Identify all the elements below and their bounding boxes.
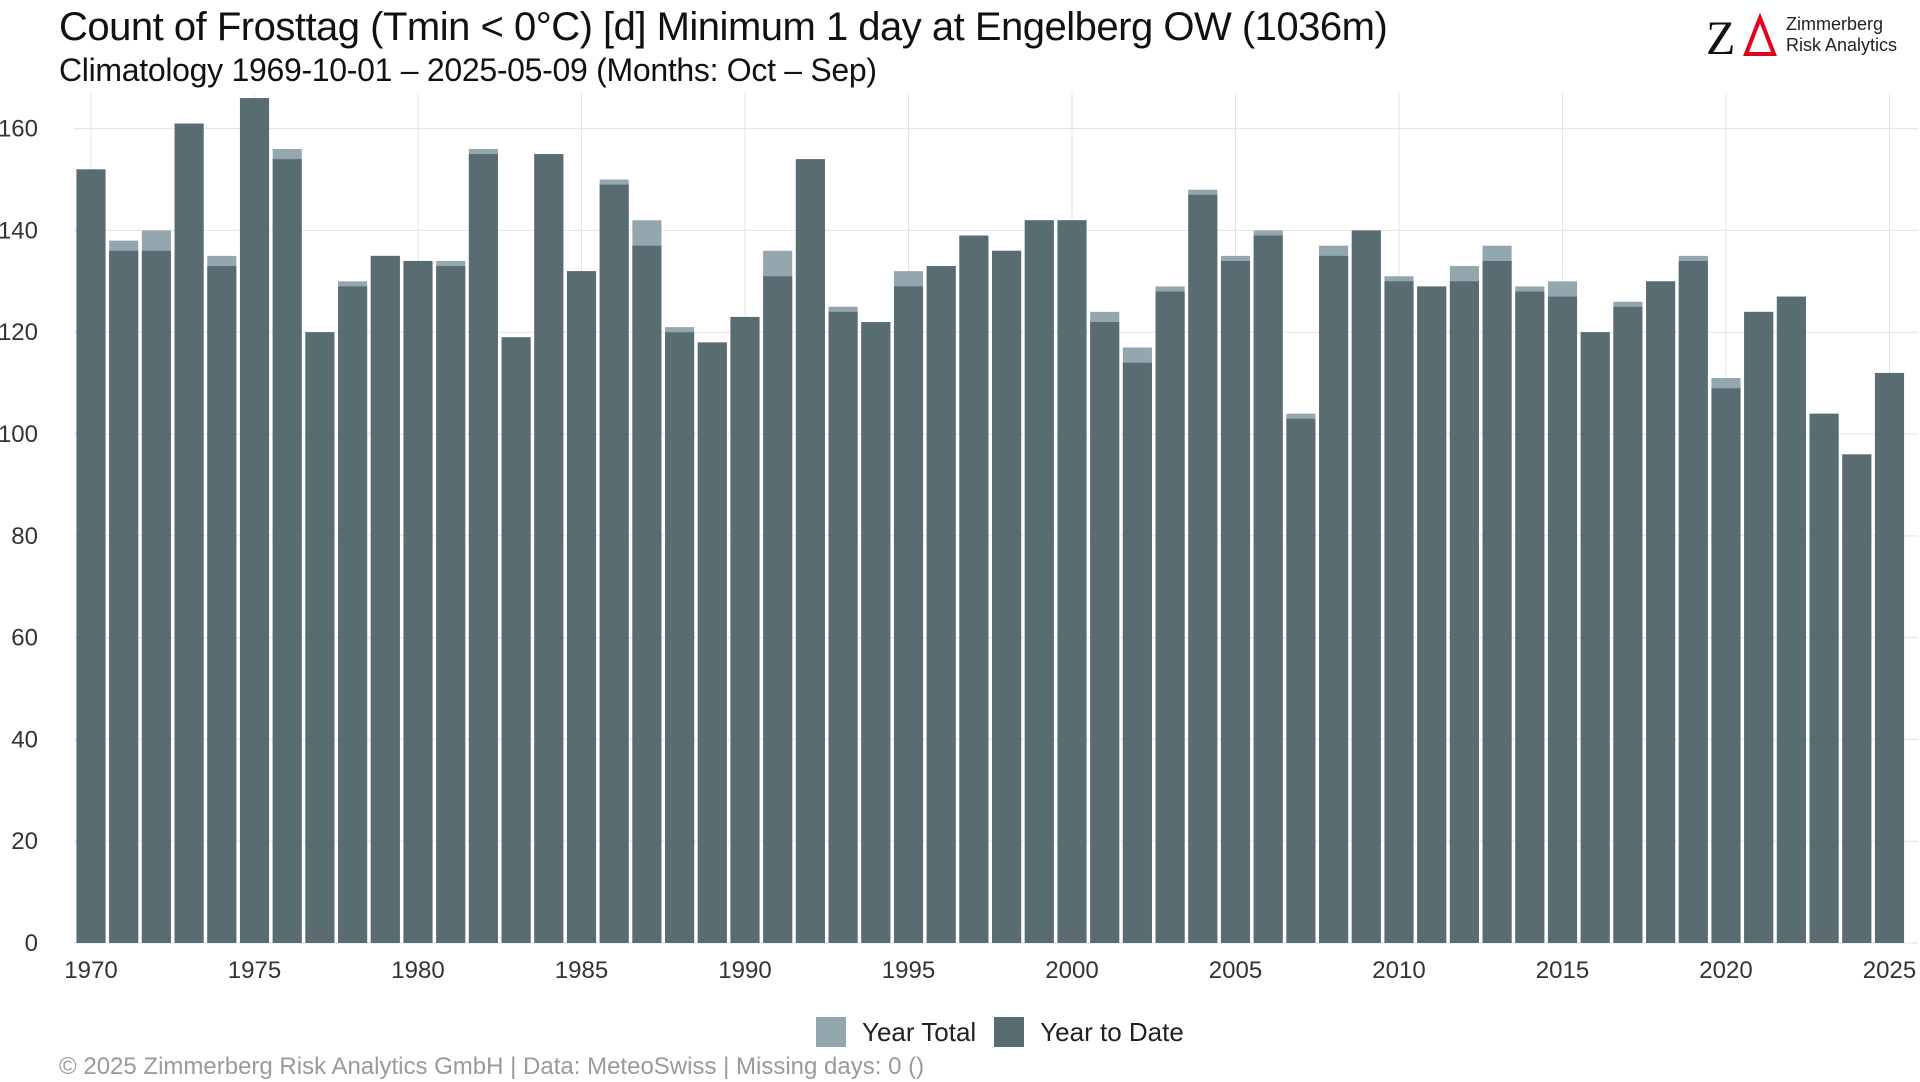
bar-year-to-date-1980 xyxy=(403,260,433,943)
bar-year-to-date-1973 xyxy=(174,123,204,943)
bar-year-to-date-1977 xyxy=(305,332,335,943)
y-tick-label: 80 xyxy=(11,523,38,550)
bar-year-to-date-2014 xyxy=(1515,291,1545,943)
x-tick-label: 2015 xyxy=(1536,957,1589,984)
bar-year-to-date-2000 xyxy=(1057,220,1087,944)
x-axis-labels: 1970 1975 1980 1985 1990 1995 2000 2005 2010 2015… xyxy=(64,957,1916,984)
bar-year-to-date-2015 xyxy=(1547,296,1578,944)
x-tick-label: 2010 xyxy=(1372,957,1425,984)
bar-year-to-date-2012 xyxy=(1449,281,1479,943)
svg-text:Z: Z xyxy=(1706,12,1735,60)
bar-year-to-date-1988 xyxy=(665,332,695,943)
bar-year-to-date-1995 xyxy=(893,286,924,943)
logo-text: Zimmerberg Risk Analytics xyxy=(1786,14,1897,56)
x-tick-label: 2020 xyxy=(1699,957,1752,984)
legend-label-year-total: Year Total xyxy=(862,1016,977,1047)
y-tick-label: 0 xyxy=(25,930,38,957)
y-tick-label: 120 xyxy=(0,319,38,346)
bar-year-to-date-1985 xyxy=(566,271,597,944)
x-tick-label: 2000 xyxy=(1045,957,1098,984)
bar-year-to-date-2022 xyxy=(1776,296,1806,944)
bar-year-to-date-2024 xyxy=(1842,454,1872,943)
x-tick-label: 1975 xyxy=(228,957,281,984)
bar-year-to-date-2009 xyxy=(1351,230,1381,943)
x-tick-label: 1995 xyxy=(882,957,935,984)
bar-year-to-date-2001 xyxy=(1090,322,1120,943)
y-tick-label: 40 xyxy=(11,726,38,753)
bar-year-to-date-2016 xyxy=(1580,332,1610,943)
x-tick-label: 2005 xyxy=(1209,957,1262,984)
y-axis-labels: 0 20 40 60 80 100 120 140 160 xyxy=(0,116,38,957)
legend-item-year-to-date: Year to Date xyxy=(994,1017,1184,1048)
bar-year-to-date-1981 xyxy=(436,266,466,943)
bar-year-to-date-1978 xyxy=(338,286,368,943)
bar-year-to-date-2025 xyxy=(1874,372,1905,943)
x-tick-label: 1970 xyxy=(64,957,117,984)
bar-year-to-date-1987 xyxy=(632,245,662,944)
logo-line-2: Risk Analytics xyxy=(1786,35,1898,55)
bar-year-to-date-1986 xyxy=(599,184,629,943)
bar-year-to-date-1974 xyxy=(207,266,237,943)
bar-year-to-date-2003 xyxy=(1155,291,1185,943)
bar-year-to-date-1994 xyxy=(861,322,891,943)
bar-year-to-date-1996 xyxy=(926,266,956,943)
legend-label-year-to-date: Year to Date xyxy=(1040,1016,1184,1047)
bar-year-to-date-2013 xyxy=(1482,260,1512,943)
bar-year-to-date-1992 xyxy=(795,159,825,943)
bar-year-to-date-2004 xyxy=(1188,194,1218,944)
bar-year-to-date-1991 xyxy=(763,276,793,943)
bar-year-to-date-2017 xyxy=(1613,306,1643,943)
bar-year-to-date-1993 xyxy=(828,311,858,943)
y-tick-label: 140 xyxy=(0,217,38,244)
y-tick-label: 20 xyxy=(11,828,38,855)
bar-year-to-date-1971 xyxy=(109,250,139,943)
bar-year-to-date-1997 xyxy=(959,235,989,944)
x-tick-label: 1980 xyxy=(391,957,444,984)
bar-year-to-date-1989 xyxy=(697,342,727,943)
delta-icon xyxy=(1743,12,1777,56)
y-tick-label: 100 xyxy=(0,421,38,448)
bar-year-to-date-2011 xyxy=(1417,286,1447,943)
legend: Year Total Year to Date xyxy=(816,1016,1202,1048)
za-logo-icon: Z xyxy=(1706,12,1777,65)
bar-year-to-date-1972 xyxy=(141,250,171,943)
x-tick-label: 1990 xyxy=(718,957,771,984)
bar-year-to-date-2006 xyxy=(1253,235,1283,944)
bar-year-to-date-2008 xyxy=(1319,255,1349,943)
logo-line-1: Zimmerberg xyxy=(1786,14,1884,34)
bar-year-to-date-1979 xyxy=(370,255,400,943)
footer-credits: © 2025 Zimmerberg Risk Analytics GmbH | … xyxy=(59,1053,925,1080)
bar-year-to-date-1982 xyxy=(468,154,498,943)
bar-year-to-date-2019 xyxy=(1678,260,1708,943)
company-logo: Z Zimmerberg Risk Analytics xyxy=(1706,10,1906,65)
bar-year-to-date-2005 xyxy=(1220,260,1251,943)
bar-year-to-date-2007 xyxy=(1286,418,1316,943)
bar-year-to-date-1999 xyxy=(1024,220,1054,944)
bar-year-to-date-1998 xyxy=(992,250,1022,943)
bar-year-to-date-2023 xyxy=(1809,413,1839,943)
bar-year-to-date-1983 xyxy=(501,337,531,943)
bar-year-to-date-1990 xyxy=(730,316,760,943)
bar-year-to-date-2002 xyxy=(1122,362,1152,943)
bar-year-to-date-1976 xyxy=(272,159,302,943)
bar-year-to-date-2018 xyxy=(1646,281,1676,943)
bar-year-to-date-1970 xyxy=(76,169,106,944)
bar-year-to-date-1984 xyxy=(534,154,564,943)
bar-year-to-date-1975 xyxy=(239,98,270,943)
chart-subtitle: Climatology 1969-10-01 – 2025-05-09 (Mon… xyxy=(59,52,877,88)
y-tick-label: 160 xyxy=(0,116,38,143)
chart-title: Count of Frosttag (Tmin < 0°C) [d] Minim… xyxy=(59,5,1388,49)
legend-swatch-year-to-date xyxy=(994,1017,1025,1047)
legend-item-year-total: Year Total xyxy=(816,1017,976,1048)
y-tick-label: 60 xyxy=(11,625,38,652)
x-tick-label: 1985 xyxy=(555,957,608,984)
bars-year-to-date xyxy=(76,98,1905,944)
legend-swatch-year-total xyxy=(816,1017,846,1047)
bar-year-to-date-2010 xyxy=(1384,281,1414,943)
bar-year-to-date-2021 xyxy=(1744,311,1774,943)
bar-year-to-date-2020 xyxy=(1711,388,1741,943)
x-tick-label: 2025 xyxy=(1863,957,1916,984)
